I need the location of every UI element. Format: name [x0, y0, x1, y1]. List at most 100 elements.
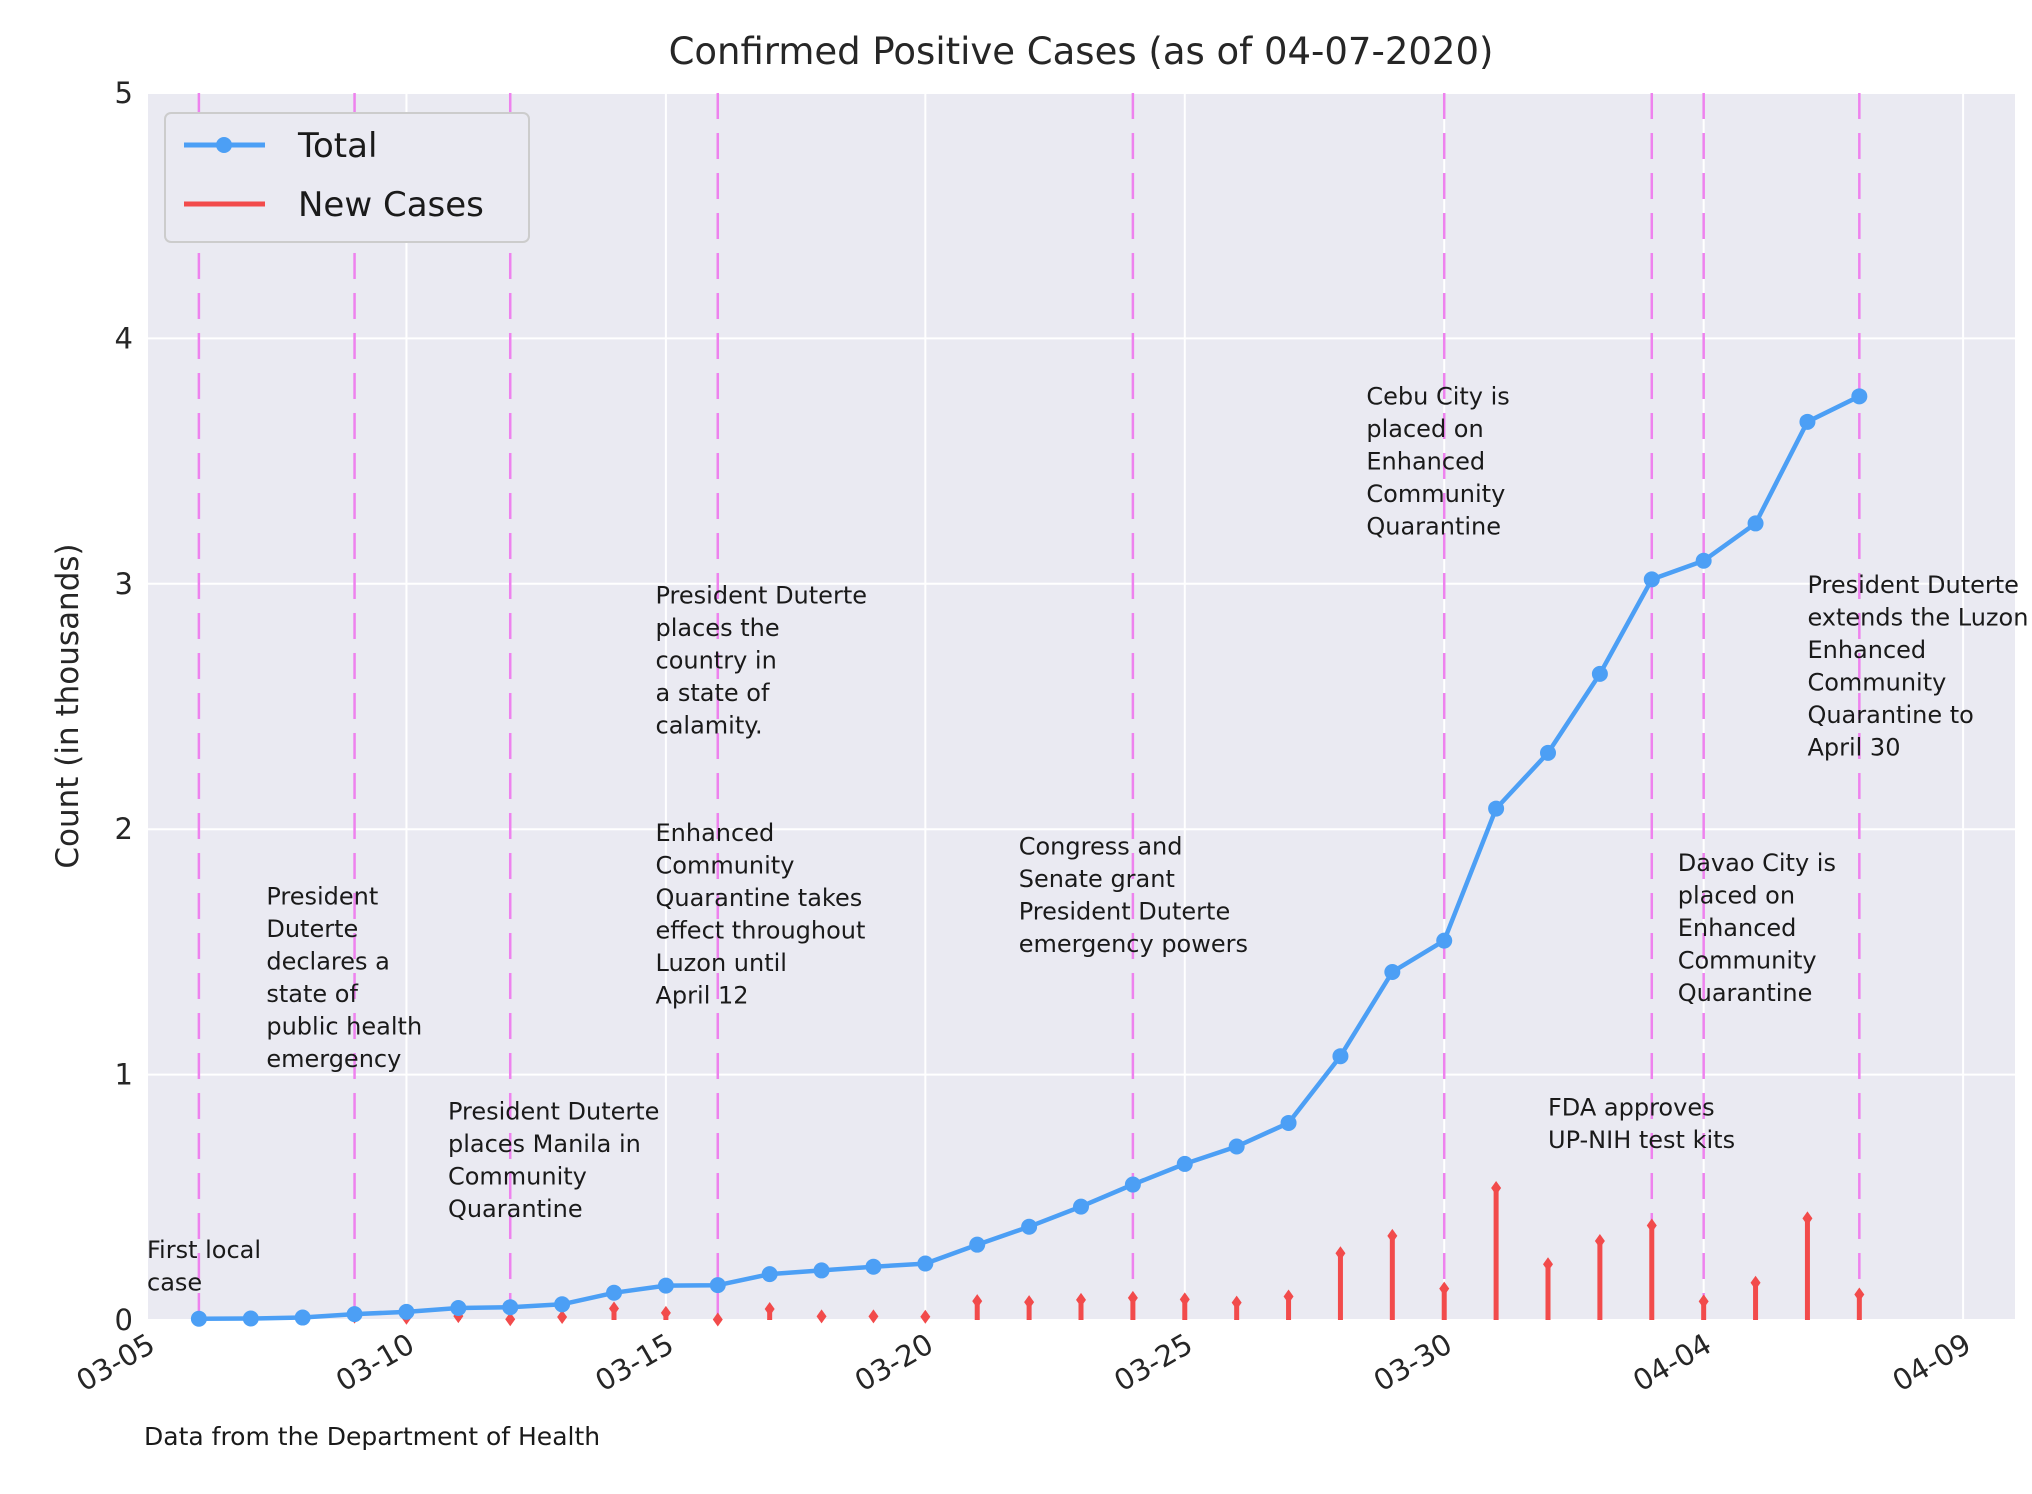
- annotation-text: FDA approves UP-NIH test kits: [1548, 1094, 1735, 1155]
- total-point: [1124, 1176, 1141, 1193]
- total-point: [346, 1306, 363, 1323]
- new-cases-marker: [764, 1301, 775, 1316]
- total-point: [1851, 388, 1868, 405]
- annotation-line: extends the Luzon: [1807, 604, 2028, 632]
- annotation-line: Community: [448, 1162, 587, 1190]
- total-series: [190, 388, 1868, 1327]
- annotation-line: Enhanced: [656, 819, 775, 847]
- new-cases-marker: [1439, 1281, 1450, 1296]
- annotation-text: Enhanced Community Quarantine takes effect …: [656, 819, 866, 1010]
- total-point: [1747, 515, 1764, 532]
- total-point: [1540, 744, 1556, 761]
- new-cases-marker: [1698, 1294, 1709, 1309]
- annotation-line: Enhanced: [1678, 914, 1797, 942]
- y-tick-label: 0: [115, 1303, 133, 1337]
- annotation-line: Luzon until: [656, 949, 787, 977]
- annotation-text: Davao City is placed on Enhanced Community Q…: [1678, 849, 1836, 1007]
- new-cases-marker: [1543, 1257, 1553, 1272]
- new-cases-marker: [920, 1309, 931, 1324]
- new-cases-marker: [1594, 1233, 1605, 1248]
- total-point: [1643, 571, 1660, 588]
- total-point: [1073, 1198, 1089, 1215]
- total-point: [502, 1299, 519, 1316]
- y-tick-label: 4: [115, 321, 133, 355]
- total-point: [606, 1284, 622, 1301]
- total-point: [1591, 665, 1608, 682]
- new-cases-marker: [1491, 1180, 1502, 1195]
- annotation-line: Enhanced: [1807, 636, 1926, 664]
- total-point: [450, 1299, 467, 1316]
- annotation-line: public health: [266, 1013, 422, 1041]
- new-cases-marker: [609, 1301, 619, 1316]
- new-cases-marker: [1127, 1290, 1138, 1305]
- annotation-line: April 30: [1807, 734, 1900, 762]
- annotation-line: FDA approves: [1548, 1094, 1715, 1122]
- source-note: Data from the Department of Health: [144, 1422, 600, 1451]
- new-cases-marker: [1076, 1292, 1086, 1307]
- annotation-line: country in: [656, 646, 777, 674]
- x-tick-label: 03-30: [1368, 1327, 1458, 1399]
- x-tick-label: 04-04: [1627, 1327, 1717, 1399]
- total-point: [294, 1309, 311, 1326]
- legend: Total New Cases: [164, 112, 530, 243]
- annotation-text: President Duterte extends the Luzon Enhanc…: [1807, 571, 2028, 762]
- annotation-line: Cebu City is: [1366, 383, 1509, 411]
- total-point: [865, 1258, 882, 1275]
- total-point: [1280, 1114, 1297, 1131]
- annotation-line: President Duterte: [1019, 897, 1231, 925]
- legend-total-label: Total: [297, 126, 377, 166]
- annotation-text: Cebu City is placed on Enhanced Community Qu…: [1366, 383, 1509, 541]
- new-cases-marker: [1024, 1295, 1035, 1310]
- total-point: [1021, 1218, 1038, 1235]
- total-point: [657, 1277, 674, 1294]
- annotation-line: Duterte: [266, 915, 358, 943]
- total-point: [1176, 1155, 1193, 1172]
- new-cases-marker: [1387, 1228, 1398, 1243]
- annotation-line: President Duterte: [656, 581, 868, 609]
- new-cases-marker: [1335, 1246, 1346, 1261]
- x-tick-label: 03-05: [71, 1327, 161, 1399]
- total-point: [190, 1310, 207, 1327]
- y-tick-label: 1: [115, 1058, 133, 1092]
- new-cases-marker: [1231, 1295, 1242, 1310]
- total-point: [1384, 964, 1401, 981]
- annotation-line: Davao City is: [1678, 849, 1836, 877]
- total-point: [969, 1236, 986, 1253]
- annotation-line: First local: [147, 1236, 261, 1264]
- y-axis-ticks: 0 1 2 3 4 5: [115, 76, 133, 1337]
- new-cases-marker: [660, 1305, 671, 1320]
- legend-total-marker: [216, 137, 232, 153]
- annotation-line: Quarantine takes: [656, 884, 863, 912]
- total-point: [554, 1296, 571, 1313]
- new-cases-marker: [1854, 1287, 1865, 1302]
- annotation-line: Community: [1366, 480, 1505, 508]
- annotation-line: a state of: [656, 679, 770, 707]
- annotation-line: President: [266, 883, 378, 911]
- new-cases-marker: [1283, 1289, 1294, 1304]
- annotation-line: Enhanced: [1366, 448, 1485, 476]
- annotation-line: case: [147, 1269, 202, 1297]
- annotation-line: placed on: [1366, 415, 1483, 443]
- total-point: [1488, 800, 1505, 817]
- total-point: [242, 1310, 259, 1327]
- annotation-line: President Duterte: [1807, 571, 2019, 599]
- annotation-line: April 12: [656, 981, 749, 1009]
- annotation-line: Quarantine: [1366, 513, 1501, 541]
- new-cases-marker: [557, 1310, 568, 1325]
- annotation-line: effect throughout: [656, 916, 866, 944]
- new-cases-marker: [712, 1312, 723, 1327]
- x-tick-label: 03-10: [330, 1327, 420, 1399]
- annotation-line: Congress and: [1019, 832, 1183, 860]
- annotation-line: emergency powers: [1019, 930, 1248, 958]
- new-cases-marker: [1646, 1218, 1657, 1233]
- chart-title: Confirmed Positive Cases (as of 04-07-20…: [669, 30, 1494, 73]
- total-point: [1436, 932, 1453, 949]
- x-tick-label: 03-25: [1108, 1327, 1198, 1399]
- x-tick-label: 04-09: [1887, 1327, 1977, 1399]
- annotation-line: placed on: [1678, 881, 1795, 909]
- total-point: [917, 1255, 934, 1272]
- annotations: First local case President Duterte declares …: [147, 383, 2028, 1297]
- annotation-line: President Duterte: [448, 1097, 660, 1125]
- annotation-line: Senate grant: [1019, 865, 1175, 893]
